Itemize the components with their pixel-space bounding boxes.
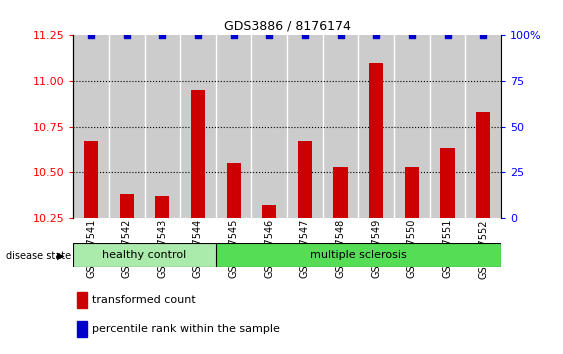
- Bar: [287, 35, 323, 218]
- Text: ▶: ▶: [57, 251, 65, 261]
- Text: percentile rank within the sample: percentile rank within the sample: [92, 324, 280, 334]
- Text: multiple sclerosis: multiple sclerosis: [310, 250, 407, 260]
- Bar: [466, 35, 501, 218]
- Bar: [262, 205, 276, 218]
- Bar: [298, 141, 312, 218]
- Bar: [394, 35, 430, 218]
- Bar: [155, 196, 169, 218]
- Bar: [73, 35, 109, 218]
- Point: [336, 33, 345, 38]
- Bar: [119, 194, 134, 218]
- Point: [194, 33, 203, 38]
- Point: [122, 33, 131, 38]
- Bar: [216, 35, 252, 218]
- Point: [372, 33, 381, 38]
- Bar: [78, 321, 87, 337]
- Point: [408, 33, 417, 38]
- Bar: [440, 148, 455, 218]
- Bar: [323, 35, 359, 218]
- Point: [479, 33, 488, 38]
- Bar: [73, 243, 216, 267]
- Point: [265, 33, 274, 38]
- Text: healthy control: healthy control: [102, 250, 186, 260]
- Point: [301, 33, 310, 38]
- Bar: [84, 141, 98, 218]
- Bar: [476, 112, 490, 218]
- Bar: [191, 90, 205, 218]
- Bar: [430, 35, 466, 218]
- Bar: [405, 167, 419, 218]
- Bar: [359, 35, 394, 218]
- Bar: [226, 163, 241, 218]
- Bar: [252, 35, 287, 218]
- Title: GDS3886 / 8176174: GDS3886 / 8176174: [224, 20, 351, 33]
- Text: disease state: disease state: [6, 251, 71, 261]
- Bar: [145, 35, 180, 218]
- Point: [158, 33, 167, 38]
- Bar: [180, 35, 216, 218]
- Point: [443, 33, 452, 38]
- Point: [229, 33, 238, 38]
- Bar: [369, 63, 383, 218]
- Point: [87, 33, 96, 38]
- Bar: [109, 35, 145, 218]
- Text: transformed count: transformed count: [92, 295, 196, 306]
- Bar: [78, 292, 87, 308]
- Bar: [216, 243, 501, 267]
- Bar: [333, 167, 348, 218]
